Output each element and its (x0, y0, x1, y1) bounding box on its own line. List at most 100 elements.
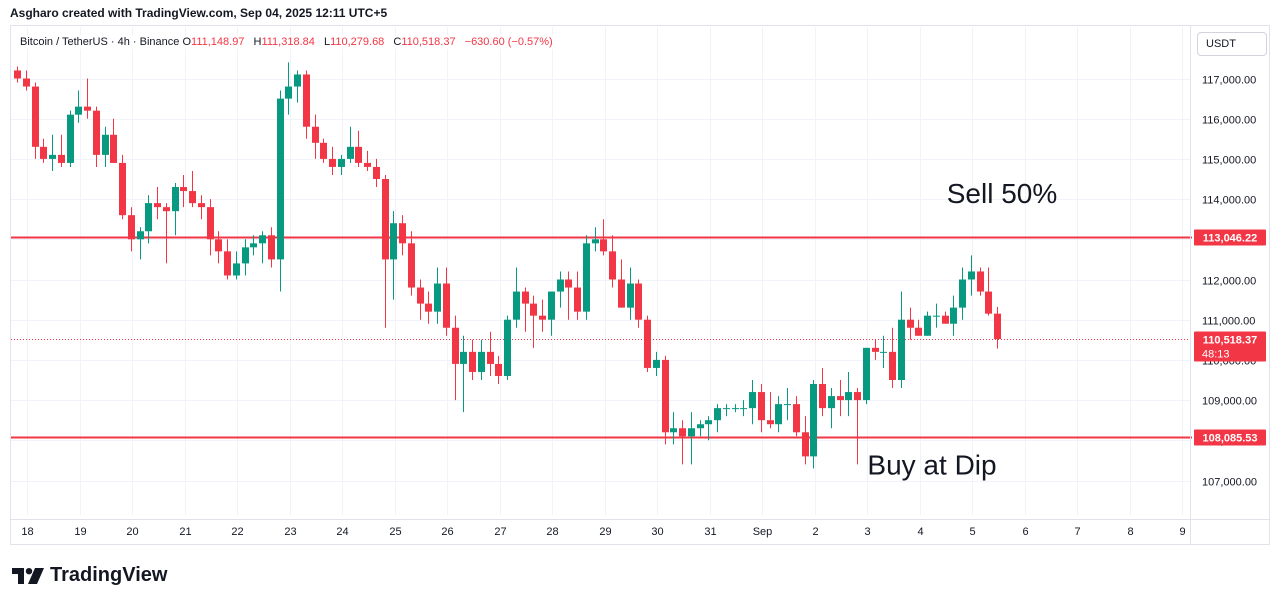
candle (14, 66, 21, 83)
candle-body (583, 243, 590, 312)
candle (145, 195, 152, 244)
open-value: 111,148.97 (191, 36, 245, 48)
candle-body (679, 428, 686, 437)
annotations: Sell 50% Buy at Dip (867, 178, 1057, 480)
price-axis: 107,000.00108,000.00109,000.00110,000.00… (1190, 26, 1257, 544)
candle-body (294, 74, 301, 87)
candle (513, 267, 520, 328)
candle-body (977, 271, 984, 292)
change-value: −630.60 (−0.57%) (464, 36, 553, 48)
x-tick-label: 29 (599, 526, 611, 538)
candle-body (863, 347, 870, 401)
candle (67, 110, 74, 167)
y-tick-label: 112,000.00 (1202, 276, 1256, 288)
candle (609, 235, 616, 288)
candle-body (740, 408, 747, 410)
candle-body (802, 432, 809, 457)
candle-body (994, 313, 1001, 339)
candle (49, 134, 56, 171)
candle-body (469, 351, 476, 372)
candle (749, 380, 756, 425)
candle (102, 126, 109, 167)
candle (977, 267, 984, 296)
tradingview-logo[interactable]: TradingView (12, 564, 167, 587)
candle-body (84, 106, 91, 111)
chart-caption: Asgharo created with TradingView.com, Se… (10, 6, 388, 20)
level-price-label: 108,085.53 (1202, 433, 1257, 445)
candle (110, 118, 117, 163)
symbol-label[interactable]: Bitcoin / TetherUS · 4h · Binance (20, 36, 180, 48)
candle (478, 339, 485, 380)
candle (933, 303, 940, 328)
candle (434, 267, 441, 324)
high-value: 111,318.84 (261, 36, 315, 48)
candle-body (119, 162, 126, 216)
candle (84, 78, 91, 119)
candle (627, 267, 634, 320)
candle (802, 416, 809, 465)
candle-body (592, 239, 599, 244)
price-levels (11, 236, 1192, 439)
last-price-label: 110,518.37 (1203, 335, 1257, 347)
candle-body (810, 384, 817, 457)
candle (837, 380, 844, 417)
low-label: L (323, 36, 331, 48)
x-tick-label: 6 (1022, 526, 1028, 538)
candle-body (303, 74, 310, 127)
candle-body (172, 187, 179, 212)
candle-body (495, 363, 502, 376)
candle (959, 267, 966, 320)
y-tick-label: 115,000.00 (1202, 155, 1256, 167)
open-label: O (182, 36, 192, 48)
candle (233, 251, 240, 280)
x-tick-label: 25 (389, 526, 401, 538)
candle (495, 355, 502, 385)
candle-body (250, 243, 257, 248)
candle-body (933, 315, 940, 317)
candle-body (390, 223, 397, 260)
candle-body (758, 392, 765, 421)
candle-body (49, 154, 56, 159)
candle-body (574, 287, 581, 312)
candle (347, 126, 354, 163)
candle-body (609, 251, 616, 280)
candle (355, 130, 362, 167)
candle-body (950, 307, 957, 324)
candle-body (198, 203, 205, 208)
candle-body (478, 351, 485, 372)
candle-body (40, 146, 47, 159)
candle-body (58, 154, 65, 163)
candle-body (75, 106, 82, 115)
candle (679, 420, 686, 465)
currency-selector[interactable]: USDT (1197, 32, 1267, 56)
candle (697, 420, 704, 437)
candle (644, 315, 651, 372)
candle-body (565, 279, 572, 288)
candle (390, 211, 397, 300)
candle (950, 295, 957, 336)
candle-body (207, 207, 214, 240)
candle (854, 388, 861, 465)
candle (539, 299, 546, 332)
candle (565, 271, 572, 320)
candle (767, 392, 774, 429)
x-tick-label: 9 (1179, 526, 1185, 538)
chart-annotation: Sell 50% (947, 178, 1058, 209)
candle-body (793, 404, 800, 433)
candle (452, 315, 459, 401)
candle-body (880, 351, 887, 353)
candle (58, 134, 65, 167)
candle-body (364, 162, 371, 167)
candle-body (854, 392, 861, 401)
tradingview-logo-icon (12, 567, 44, 584)
candle (399, 215, 406, 256)
candle (180, 174, 187, 208)
candle (863, 347, 870, 405)
candle (924, 311, 931, 336)
candle-body (285, 86, 292, 99)
candle (382, 174, 389, 328)
candle (618, 259, 625, 308)
candle (583, 235, 590, 320)
candle (530, 295, 537, 348)
